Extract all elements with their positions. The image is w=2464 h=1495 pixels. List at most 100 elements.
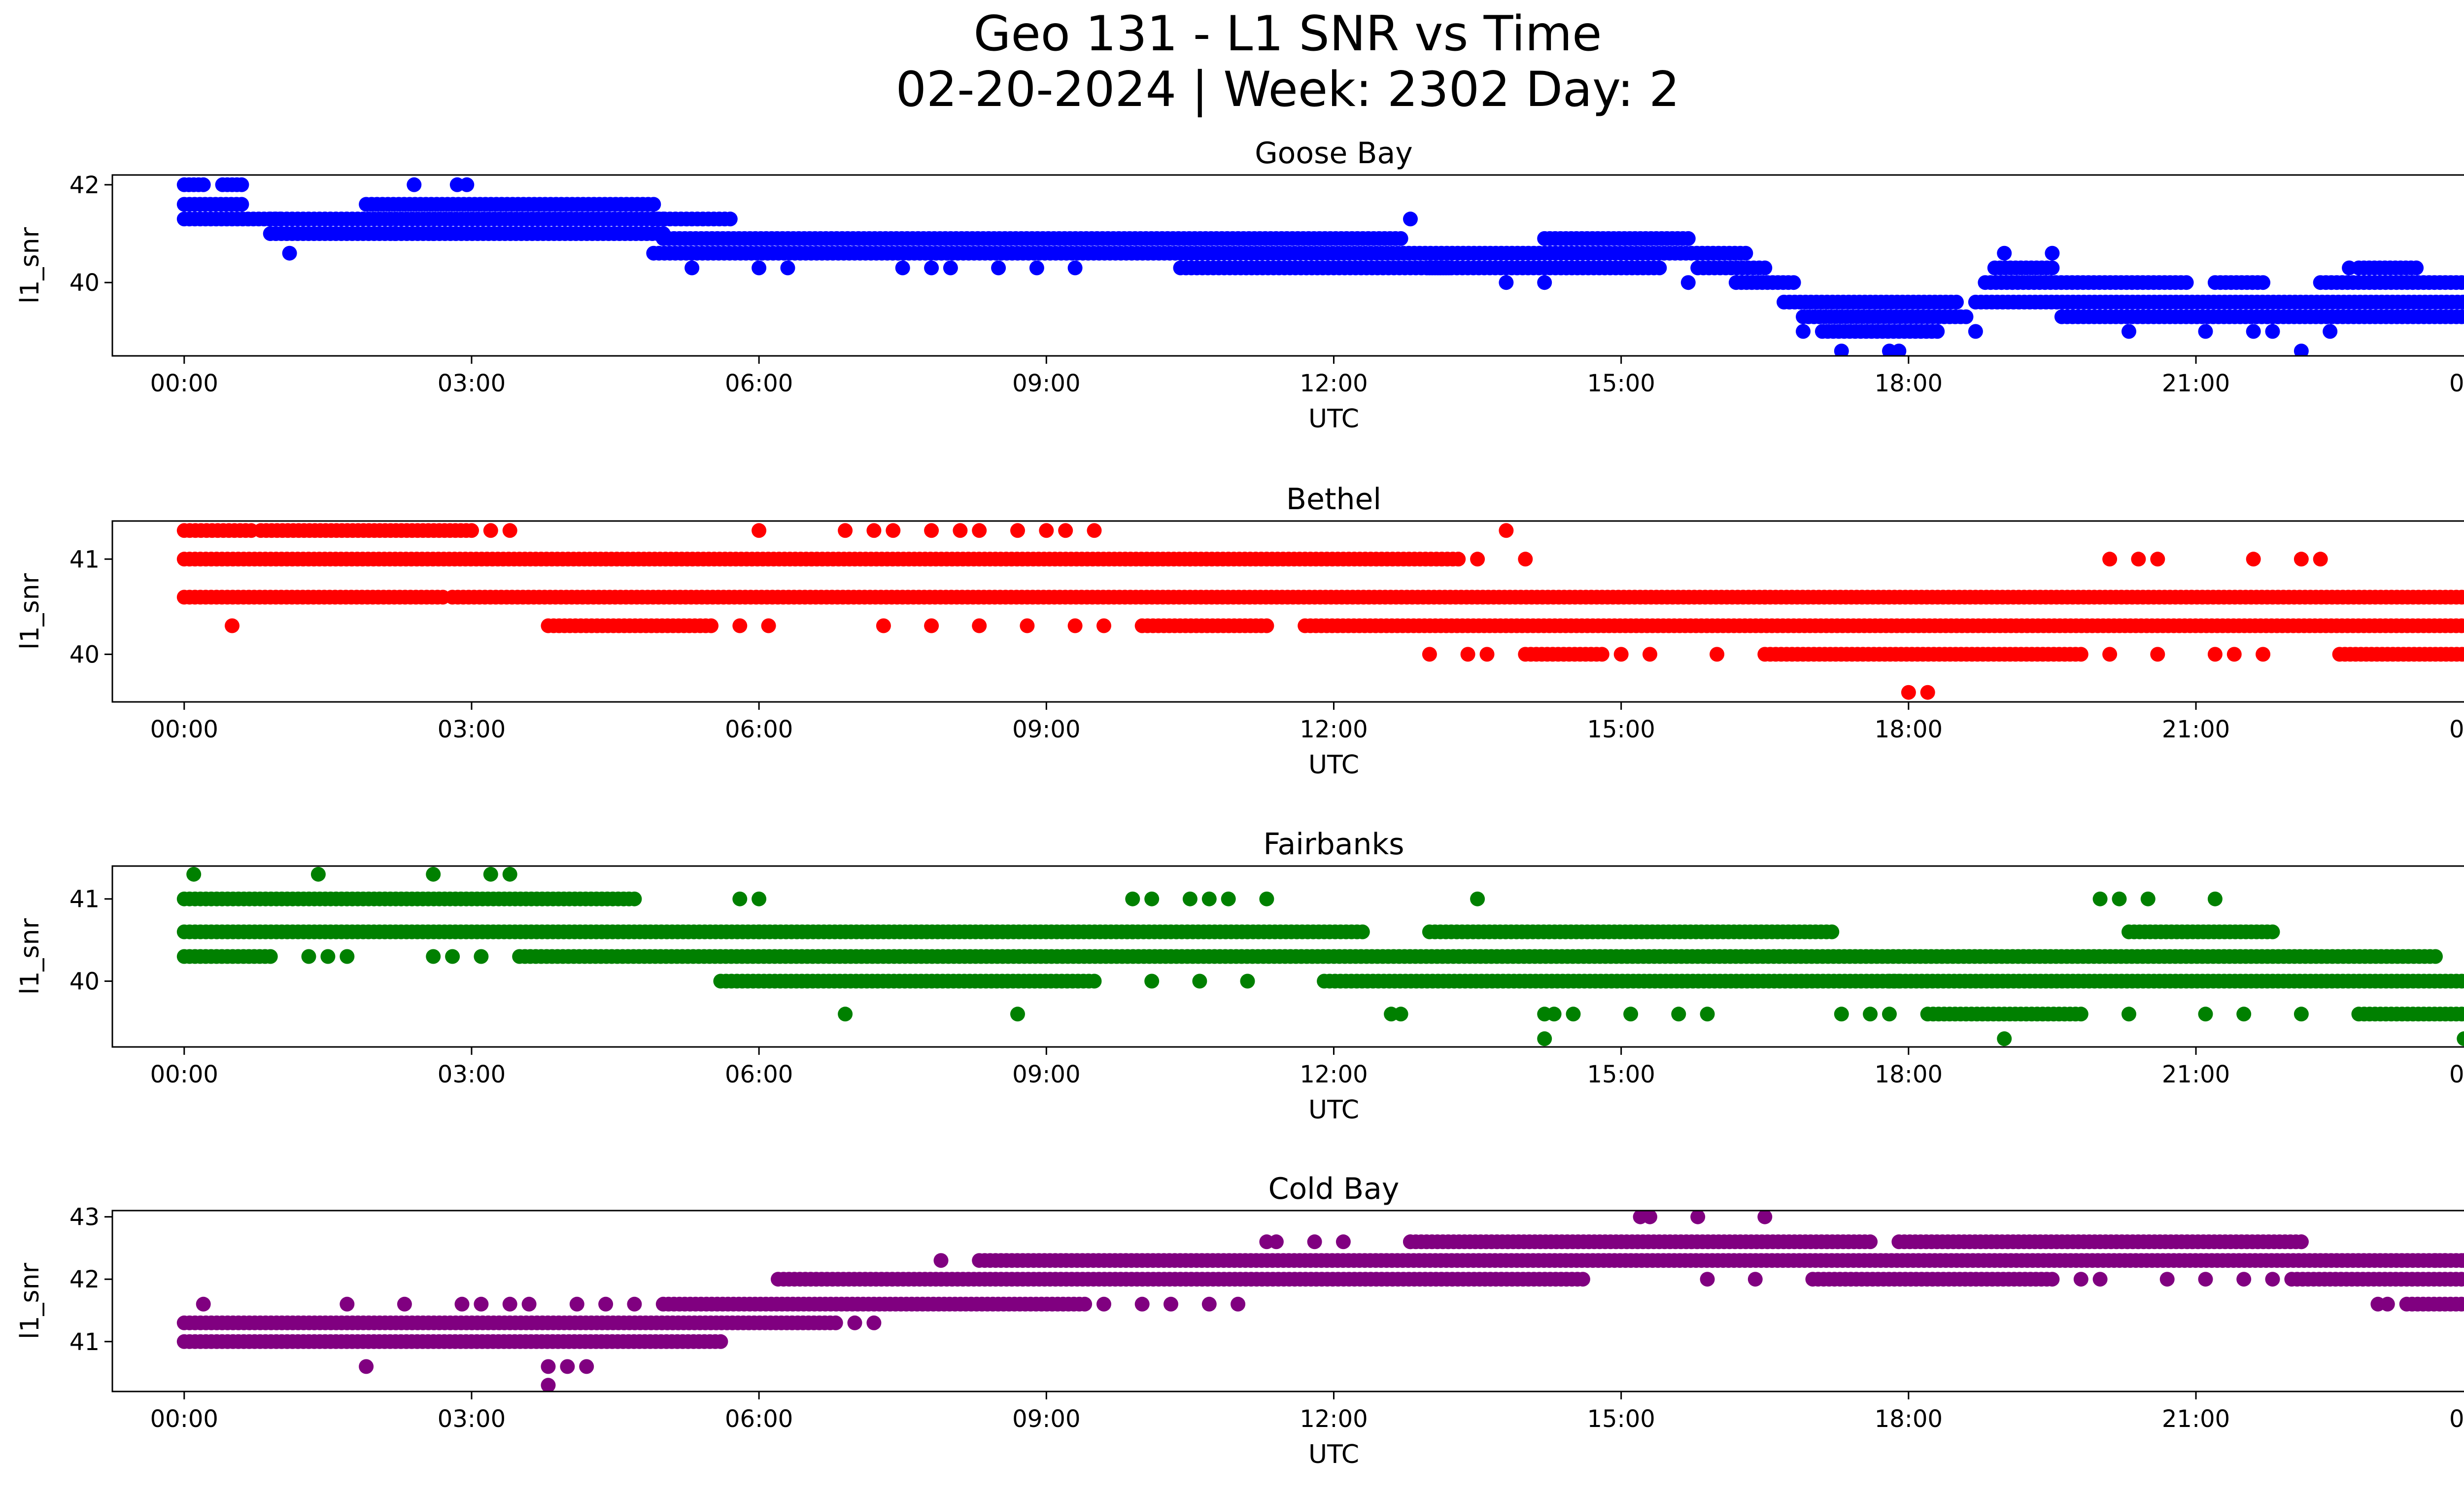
data-point <box>2198 324 2213 339</box>
data-point <box>2246 552 2261 567</box>
x-tick-label: 09:00 <box>1012 1405 1080 1433</box>
data-point <box>234 177 249 192</box>
y-tick-label: 42 <box>69 172 100 199</box>
data-point <box>1863 1234 1878 1250</box>
data-point <box>1451 552 1466 567</box>
y-tick-label: 41 <box>69 546 100 573</box>
data-point <box>359 1359 374 1374</box>
data-point <box>732 891 748 906</box>
data-point <box>722 211 738 227</box>
x-tick-label: 12:00 <box>1300 716 1368 743</box>
x-tick-label: 00:00 <box>150 370 218 397</box>
data-point <box>2150 647 2165 662</box>
data-point <box>474 1296 489 1312</box>
data-point <box>2150 552 2165 567</box>
data-point <box>541 1378 556 1391</box>
data-point <box>1134 1296 1150 1312</box>
data-point <box>1144 973 1160 989</box>
data-point <box>2460 590 2464 604</box>
data-point <box>1125 891 1140 906</box>
data-point <box>1757 1211 1773 1224</box>
data-point <box>933 1253 949 1268</box>
data-point <box>502 523 517 538</box>
data-point <box>1796 324 1811 339</box>
data-point <box>310 867 326 882</box>
data-point <box>2226 647 2242 662</box>
data-point <box>1221 891 1236 906</box>
y-axis-label: l1_snr <box>15 573 45 650</box>
data-point <box>2045 245 2060 261</box>
data-point <box>1652 260 1667 276</box>
data-point <box>320 949 336 964</box>
data-point <box>1968 324 1983 339</box>
data-point <box>1307 1234 1322 1250</box>
data-point <box>2265 1272 2280 1287</box>
data-point <box>2460 310 2464 324</box>
data-point <box>876 618 891 633</box>
data-point <box>454 1296 470 1312</box>
data-point <box>847 1315 862 1330</box>
data-point <box>598 1296 614 1312</box>
data-point <box>1182 891 1198 906</box>
data-point <box>2236 1007 2252 1022</box>
x-tick-label: 12:00 <box>1300 370 1368 397</box>
y-tick-label: 43 <box>69 1204 100 1231</box>
data-point <box>560 1359 575 1374</box>
data-point <box>752 891 767 906</box>
data-point <box>2073 647 2088 662</box>
data-point <box>1268 1234 1284 1250</box>
data-point <box>1259 618 1274 633</box>
x-axis-label: UTC <box>1308 1440 1359 1469</box>
data-point <box>196 177 211 192</box>
x-tick-label: 12:00 <box>1300 1061 1368 1088</box>
data-point <box>1470 552 1485 567</box>
y-axis-label: l1_snr <box>15 227 45 304</box>
x-tick-label: 06:00 <box>725 370 793 397</box>
data-point <box>569 1296 584 1312</box>
data-point <box>1010 523 1025 538</box>
y-tick-label: 40 <box>69 968 100 996</box>
x-tick-label: 00:00 <box>2449 716 2464 743</box>
data-point <box>1192 973 1207 989</box>
y-tick-label: 42 <box>69 1266 100 1293</box>
data-point <box>426 867 441 882</box>
markers-bethel <box>176 523 2464 700</box>
data-point <box>732 618 748 633</box>
data-point <box>1144 891 1160 906</box>
data-point <box>2207 647 2223 662</box>
data-point <box>1164 1296 1178 1312</box>
data-point <box>991 260 1006 276</box>
data-point <box>234 197 249 212</box>
data-point <box>579 1359 594 1374</box>
data-point <box>2073 1007 2088 1022</box>
data-point <box>1029 260 1044 276</box>
data-point <box>1738 245 1753 261</box>
x-tick-label: 15:00 <box>1587 370 1655 397</box>
data-point <box>1882 1007 1897 1022</box>
x-tick-label: 18:00 <box>1875 370 1943 397</box>
y-tick-label: 41 <box>69 1328 100 1356</box>
x-tick-label: 09:00 <box>1012 716 1080 743</box>
x-tick-label: 15:00 <box>1587 716 1655 743</box>
data-point <box>2460 619 2464 633</box>
data-point <box>397 1296 412 1312</box>
data-point <box>1479 647 1495 662</box>
data-point <box>2092 891 2108 906</box>
data-point <box>1518 552 1533 567</box>
data-point <box>1231 1296 1246 1312</box>
data-point <box>2459 1297 2464 1311</box>
data-point <box>1335 1234 1351 1250</box>
data-point <box>2102 647 2118 662</box>
data-point <box>2461 296 2464 309</box>
data-point <box>1010 1007 1025 1022</box>
data-point <box>866 1315 882 1330</box>
data-point <box>340 949 355 964</box>
x-tick-label: 15:00 <box>1587 1061 1655 1088</box>
data-point <box>2459 1272 2464 1286</box>
x-axis-label: UTC <box>1308 750 1359 780</box>
data-point <box>2207 891 2223 906</box>
